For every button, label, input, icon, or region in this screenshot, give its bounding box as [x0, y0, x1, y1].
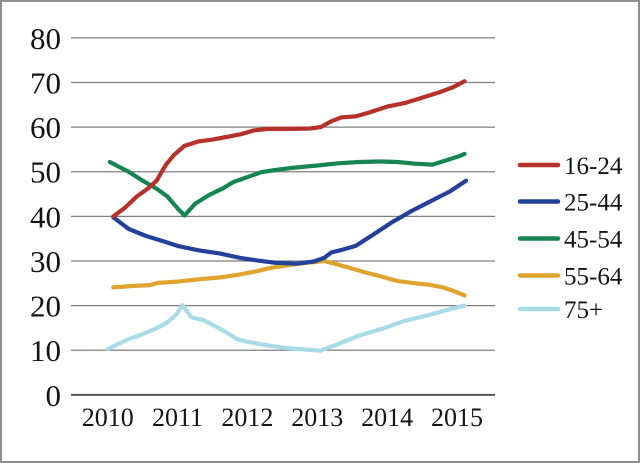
series-line-55-64 — [111, 258, 467, 298]
legend-item-75-plus: 75+ — [517, 297, 603, 324]
y-tick-label-10: 10 — [30, 333, 61, 368]
y-tick-label-50: 50 — [30, 155, 61, 190]
x-tick-label-2012: 2012 — [221, 403, 273, 432]
legend-item-55-64: 55-64 — [517, 263, 623, 290]
legend-label-25-44: 25-44 — [564, 189, 623, 216]
legend-label-16-24: 16-24 — [564, 153, 623, 180]
y-tick-label-30: 30 — [30, 244, 61, 279]
series-line-75-plus — [105, 303, 467, 353]
y-tick-label-20: 20 — [30, 289, 61, 324]
x-tick-label-2010: 2010 — [82, 403, 134, 432]
series-line-16-24 — [111, 79, 467, 219]
y-tick-label-40: 40 — [30, 199, 61, 234]
legend-item-25-44: 25-44 — [517, 189, 623, 216]
y-axis-labels: 0 10 20 30 40 50 60 70 80 — [30, 21, 61, 413]
legend-label-55-64: 55-64 — [564, 263, 623, 290]
y-tick-label-60: 60 — [30, 110, 61, 145]
x-tick-label-2013: 2013 — [291, 403, 343, 432]
legend-label-75-plus: 75+ — [564, 297, 603, 324]
x-axis-labels: 2010 2011 2012 2013 2014 2015 — [82, 403, 483, 432]
legend-item-45-54: 45-54 — [517, 226, 623, 253]
legend-item-16-24: 16-24 — [517, 153, 623, 180]
series-line-45-54 — [107, 151, 467, 218]
legend-label-45-54: 45-54 — [564, 226, 623, 253]
y-tick-label-80: 80 — [30, 21, 61, 56]
y-tick-label-0: 0 — [46, 378, 62, 413]
x-tick-label-2011: 2011 — [152, 403, 203, 432]
series-line-25-44 — [111, 178, 469, 266]
series-layer — [105, 79, 469, 353]
y-tick-label-70: 70 — [30, 65, 61, 100]
legend: 16-24 25-44 45-54 55-64 75+ — [517, 153, 623, 324]
x-tick-label-2014: 2014 — [361, 403, 413, 432]
gridlines-layer — [71, 37, 495, 396]
x-tick-label-2015: 2015 — [431, 403, 483, 432]
